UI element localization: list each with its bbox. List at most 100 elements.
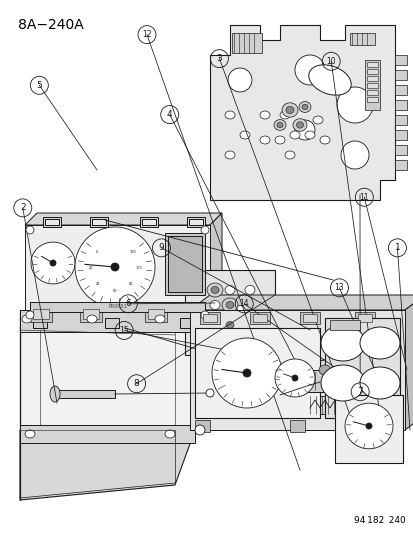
Ellipse shape [228,68,252,92]
Bar [329,320,359,330]
Ellipse shape [344,403,392,449]
Ellipse shape [224,151,235,159]
Bar [195,328,319,418]
Ellipse shape [259,111,269,119]
Polygon shape [20,310,195,430]
Ellipse shape [221,298,237,312]
Polygon shape [20,430,195,500]
Ellipse shape [365,423,371,429]
Bar [357,314,371,322]
Ellipse shape [201,226,209,234]
Text: PR0051: PR0051 [108,304,126,310]
Bar [394,55,406,65]
Text: 120: 120 [130,249,136,254]
Ellipse shape [312,116,322,124]
Ellipse shape [274,359,314,397]
Ellipse shape [206,283,223,297]
Bar [165,233,204,295]
Ellipse shape [224,111,235,119]
Ellipse shape [294,120,314,140]
Text: 94 182 240: 94 182 240 [354,516,405,525]
Ellipse shape [298,102,310,112]
Bar [142,219,156,225]
Bar [394,70,406,80]
Bar [199,312,219,324]
Ellipse shape [195,425,204,435]
Text: 8A−240A: 8A−240A [18,18,83,32]
Bar [30,302,204,312]
Ellipse shape [26,311,34,319]
Text: 6: 6 [125,300,131,308]
Bar [55,390,115,398]
Text: 3: 3 [216,54,222,63]
Ellipse shape [206,389,214,397]
Ellipse shape [87,315,97,323]
Text: 2: 2 [20,204,26,212]
Ellipse shape [25,430,35,438]
Ellipse shape [336,87,372,123]
Ellipse shape [214,320,224,329]
Ellipse shape [354,377,370,389]
Ellipse shape [296,122,303,128]
Ellipse shape [50,386,60,402]
Ellipse shape [274,136,284,144]
Ellipse shape [242,369,250,377]
Text: 9: 9 [158,244,164,252]
Ellipse shape [195,286,204,295]
Bar [334,395,402,463]
Ellipse shape [224,286,235,295]
Ellipse shape [359,367,399,399]
Text: 20: 20 [88,266,93,270]
Ellipse shape [319,136,329,144]
Bar [302,314,316,322]
Bar [349,33,374,45]
Ellipse shape [209,301,219,310]
Bar [384,420,399,432]
Ellipse shape [195,320,204,329]
Ellipse shape [259,136,269,144]
Ellipse shape [50,260,56,266]
Ellipse shape [221,318,237,332]
Bar [190,310,404,430]
Ellipse shape [244,320,254,329]
Bar [366,62,377,67]
Bar [252,314,266,322]
Bar [304,396,389,414]
Text: 1: 1 [394,244,399,252]
Ellipse shape [289,131,299,139]
Ellipse shape [276,122,282,128]
Bar [83,309,99,319]
Ellipse shape [308,65,350,95]
Bar [249,312,269,324]
Bar [80,308,102,322]
Ellipse shape [235,305,244,314]
Text: 13: 13 [334,284,344,292]
Bar [30,308,52,322]
Bar [45,219,59,225]
Ellipse shape [320,325,364,361]
Bar [92,219,106,225]
Bar [195,420,209,432]
Ellipse shape [75,227,154,307]
Text: 14: 14 [239,300,249,308]
Ellipse shape [165,430,175,438]
Polygon shape [25,213,221,225]
Bar [394,115,406,125]
Bar [33,309,49,319]
Text: 11: 11 [359,193,368,201]
Bar [366,97,377,102]
Text: 60: 60 [112,289,117,293]
Bar [366,83,377,88]
Bar [25,225,209,320]
Bar [366,76,377,81]
Text: 7: 7 [356,387,362,396]
Ellipse shape [304,131,314,139]
Bar [147,309,164,319]
Ellipse shape [284,151,294,159]
Text: 10: 10 [325,57,335,66]
Text: 100: 100 [135,266,142,270]
Ellipse shape [31,242,75,284]
Ellipse shape [211,338,281,408]
Ellipse shape [111,263,119,271]
Ellipse shape [201,311,209,319]
